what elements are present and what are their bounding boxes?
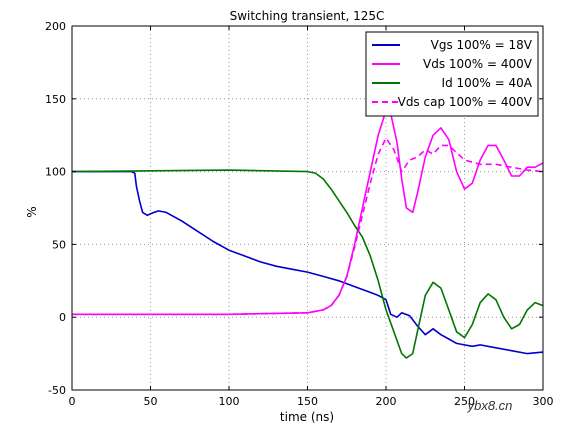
x-tick-label: 150 (297, 395, 318, 408)
y-tick-label: -50 (48, 384, 66, 397)
watermark: ybx8.cn (467, 398, 513, 413)
x-tick-label: 50 (144, 395, 158, 408)
y-tick-label: 150 (45, 93, 66, 106)
series-line-4 (72, 137, 544, 316)
legend-entry-label: Vds 100% = 400V (423, 57, 533, 71)
y-tick-label: 0 (59, 311, 66, 324)
chart-title: Switching transient, 125C (230, 9, 385, 23)
x-tick-label: 100 (219, 395, 240, 408)
legend: Vgs 100% = 18V Vds 100% = 400V Id 100% = 4… (365, 31, 539, 117)
x-tick-label: 250 (454, 395, 475, 408)
series-line-3 (71, 169, 544, 359)
series-layer (71, 109, 544, 359)
x-axis-label: time (ns) (280, 410, 334, 424)
x-tick-label: 0 (69, 395, 76, 408)
x-tick-label: 200 (376, 395, 397, 408)
legend-entry-label: Vgs 100% = 18V (431, 38, 533, 52)
x-tick-label: 300 (533, 395, 554, 408)
y-axis-label: % (25, 206, 39, 217)
legend-entry-label: Id 100% = 40A (442, 76, 533, 90)
series-line-1 (72, 170, 544, 355)
y-tick-label: 200 (45, 20, 66, 33)
y-tick-label: 50 (52, 238, 66, 251)
y-tick-label: 100 (45, 166, 66, 179)
legend-entry-label: Vds cap 100% = 400V (398, 95, 533, 109)
